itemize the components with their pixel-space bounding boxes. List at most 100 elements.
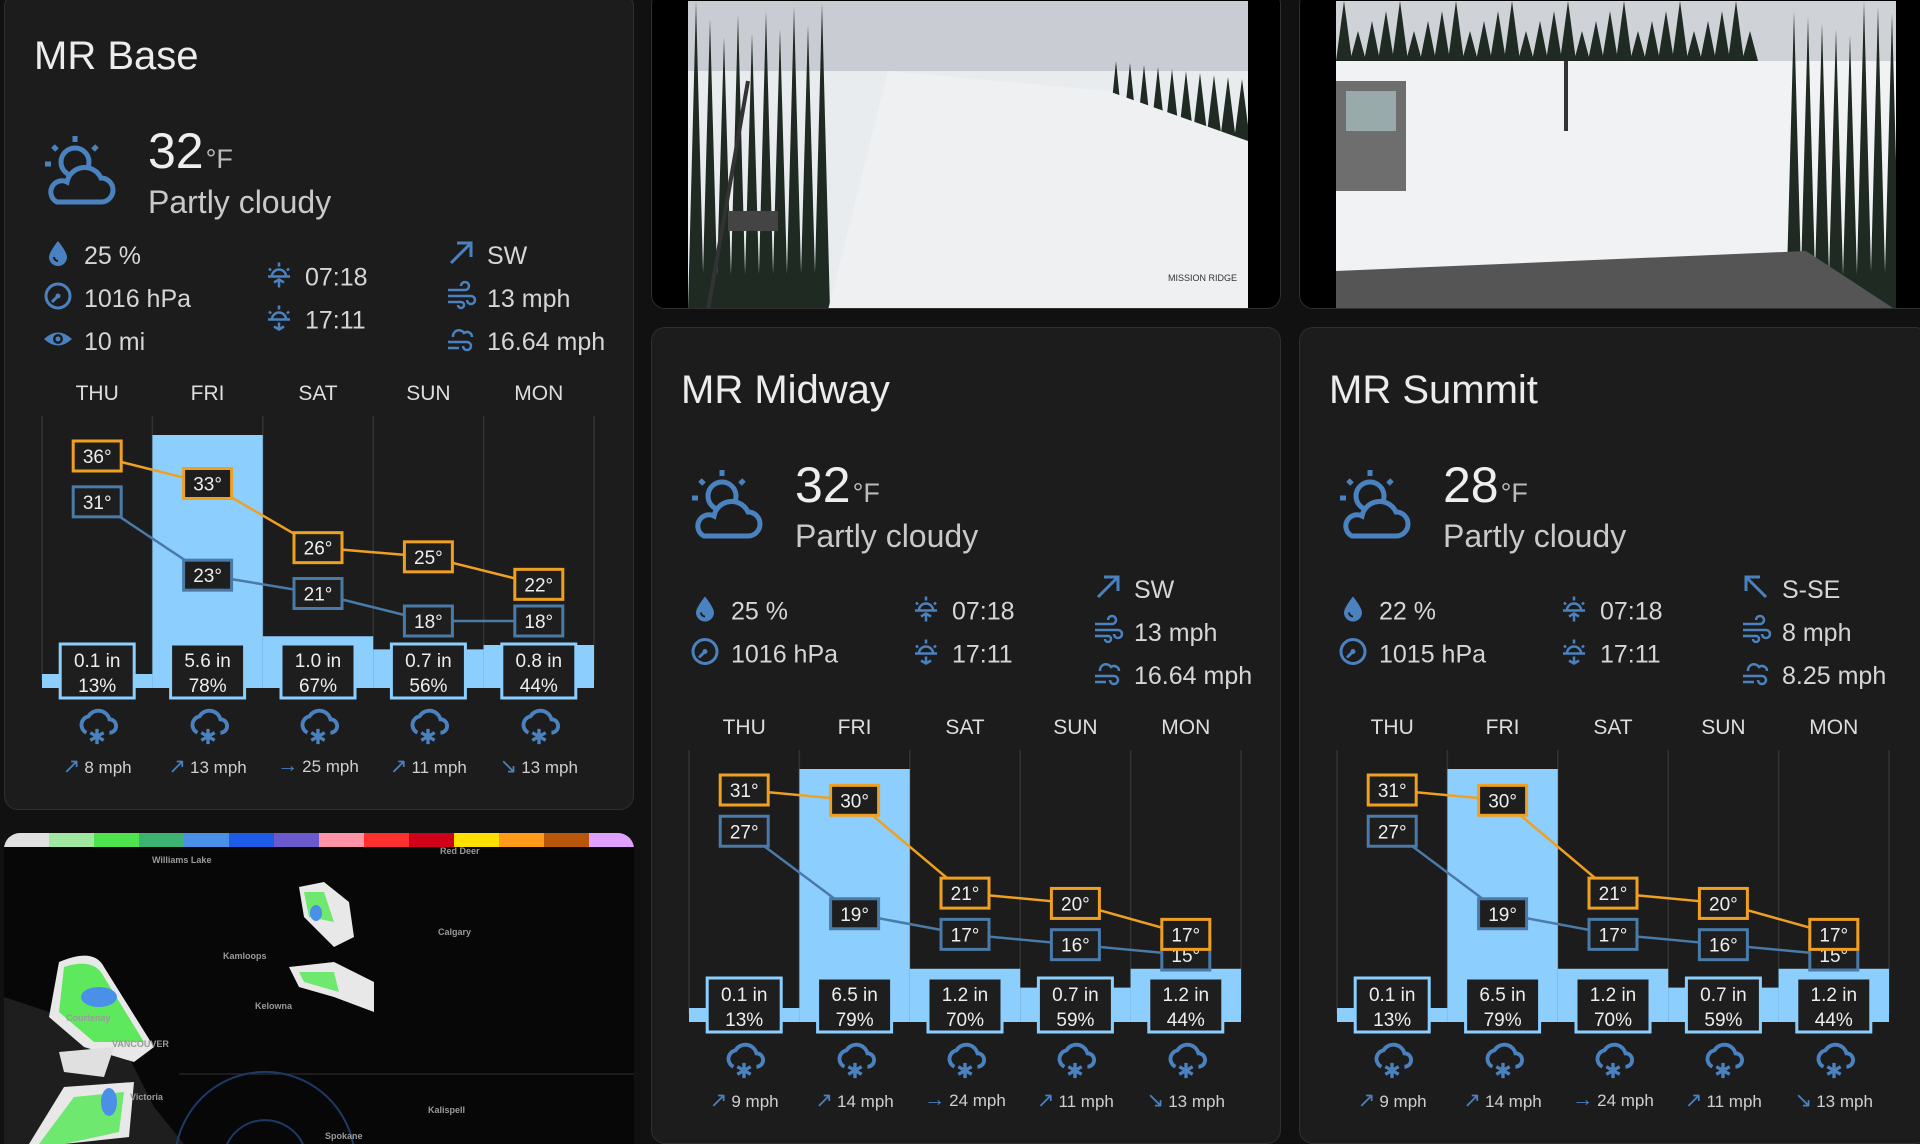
low-temp-label: 23° (193, 566, 222, 587)
legend-swatch (589, 833, 634, 847)
detail-row: SW (1092, 575, 1252, 605)
legend-swatch (229, 833, 274, 847)
low-temp-box (182, 558, 234, 592)
humidity-drop-icon (1337, 592, 1369, 631)
high-temp-box (829, 783, 881, 817)
weather-card-mr-midway[interactable]: MR Midway 32°F Partly cloudy 25 % 1016 hP… (651, 327, 1281, 1144)
low-temp-box (718, 814, 770, 848)
map-city-label: Kalispell (428, 1105, 466, 1115)
forecast-day-label: THU (1370, 716, 1414, 739)
precip-amount: 0.1 in (721, 985, 767, 1006)
snow-icon (689, 1038, 799, 1082)
webcam-image (1336, 1, 1896, 308)
wind-arrow-icon: ↗ (709, 1089, 728, 1112)
detail-value: 25 % (84, 241, 141, 270)
wind-speed: 14 mph (837, 1092, 894, 1111)
condition-text: Partly cloudy (795, 518, 979, 554)
high-temp-label: 25° (414, 548, 443, 569)
weather-radar-map[interactable]: Williams Lake Red Deer Calgary Kamloops Kelo… (4, 833, 634, 1144)
wind-arrow-icon: ↗ (1036, 1089, 1055, 1112)
forecast-day-label: MON (1809, 716, 1859, 739)
wind-arrow-icon: ↗ (1357, 1089, 1376, 1112)
wind-arrow-icon: ↗ (168, 755, 187, 778)
wind-speed: 11 mph (411, 758, 467, 777)
precip-amount: 0.1 in (1369, 985, 1415, 1006)
legend-swatch (274, 833, 319, 847)
precip-box (1036, 976, 1114, 1034)
card-title: MR Midway (681, 368, 890, 412)
wind-direction-nw-icon (1740, 571, 1772, 610)
wind-direction-ne-icon (1092, 571, 1124, 610)
low-temp-label: 18° (414, 612, 443, 633)
precip-amount: 0.1 in (74, 651, 120, 672)
details-left: 25 % 1016 hPa 10 mi (42, 240, 191, 357)
wind-arrow-icon: ↘ (1146, 1089, 1165, 1112)
low-temp-box (939, 917, 991, 951)
wind-arrow-icon: ↘ (1794, 1089, 1813, 1112)
detail-row: 13 mph (1092, 614, 1252, 648)
low-temp-label: 21° (304, 585, 333, 606)
forecast-wind: ↘ 13 mph (1131, 1088, 1241, 1113)
pressure-gauge-icon (42, 280, 74, 319)
forecast-day-label: FRI (190, 382, 225, 405)
forecast-wind: ↗ 9 mph (1337, 1088, 1447, 1113)
precip-box (816, 976, 894, 1034)
high-temp-box (1049, 886, 1101, 920)
detail-row: 16.64 mph (445, 327, 605, 357)
map-city-label: Spokane (325, 1131, 363, 1141)
snow-icon (484, 704, 594, 748)
forecast-days: THU FRI SAT SUN MON (1337, 716, 1889, 740)
high-temp-box (1366, 773, 1418, 807)
high-temp-label: 21° (951, 884, 980, 905)
detail-row: 17:11 (263, 305, 368, 336)
low-temp-label: 16° (1061, 936, 1090, 957)
precip-probability: 59% (1704, 1010, 1742, 1031)
forecast-chart: 31° 36° 23° 33° 21° 26° 18° 25° 18° 22° 0.1 in 13% 5… (41, 416, 595, 700)
high-temp-box (1697, 886, 1749, 920)
forecast-wind: ↗ 8 mph (42, 754, 152, 779)
detail-row: 8 mph (1740, 614, 1886, 648)
high-temp-label: 26° (304, 539, 333, 560)
forecast-day-label: FRI (837, 716, 872, 739)
precip-box (1464, 976, 1542, 1034)
forecast-icons (42, 704, 594, 748)
high-temp-box (1808, 917, 1860, 951)
wind-gust-icon (1092, 657, 1124, 696)
wind-arrow-icon: → (924, 1088, 946, 1111)
detail-value: 1015 hPa (1379, 640, 1487, 668)
low-temp-label: 27° (1378, 822, 1407, 843)
low-temp-box (1587, 917, 1639, 951)
map-city-label: Victoria (130, 1092, 163, 1102)
snow-icon (1668, 1038, 1778, 1082)
precip-box (705, 976, 783, 1034)
high-temp-box (1587, 876, 1639, 910)
detail-value: 16.64 mph (487, 327, 606, 356)
wind-speed: 13 mph (190, 758, 247, 777)
legend-swatch (319, 833, 364, 847)
details-mid: 07:18 17:11 (263, 262, 368, 336)
weather-card-mr-base[interactable]: MR Base 32°F Partly cloudy 25 % 1016 hPa 1… (4, 0, 634, 810)
detail-row: 07:18 (910, 596, 1015, 627)
snow-icon (1131, 1038, 1241, 1082)
low-temp-label: 19° (1488, 905, 1517, 926)
temperature-unit: °F (205, 144, 233, 174)
high-temp-box (1160, 917, 1212, 951)
forecast-winds: ↗ 9 mph ↗ 14 mph → 24 mph ↗ 11 mph ↘ 13 mph (689, 1088, 1241, 1113)
precip-box (500, 642, 578, 700)
wind-arrow-icon: ↗ (389, 755, 408, 778)
detail-value: 07:18 (305, 263, 368, 291)
high-temp-box (182, 467, 234, 500)
forecast-day-label: MON (514, 382, 564, 405)
detail-value: 8.25 mph (1782, 661, 1887, 690)
forecast-day-label: THU (75, 382, 119, 405)
wind-arrow-icon: ↗ (815, 1089, 834, 1112)
webcam-2[interactable] (1299, 0, 1920, 309)
weather-card-mr-summit[interactable]: MR Summit 28°F Partly cloudy 22 % 1015 hP… (1299, 327, 1920, 1144)
forecast-day-label: SUN (1053, 716, 1098, 739)
radar-overlay (4, 882, 634, 1144)
details-right: SW 13 mph 16.64 mph (445, 241, 605, 357)
forecast-wind: ↗ 9 mph (689, 1088, 799, 1113)
map-city-label: VANCOUVER (112, 1039, 169, 1049)
webcam-1[interactable]: MISSION RIDGE (651, 0, 1281, 309)
snow-icon (1447, 1038, 1557, 1082)
